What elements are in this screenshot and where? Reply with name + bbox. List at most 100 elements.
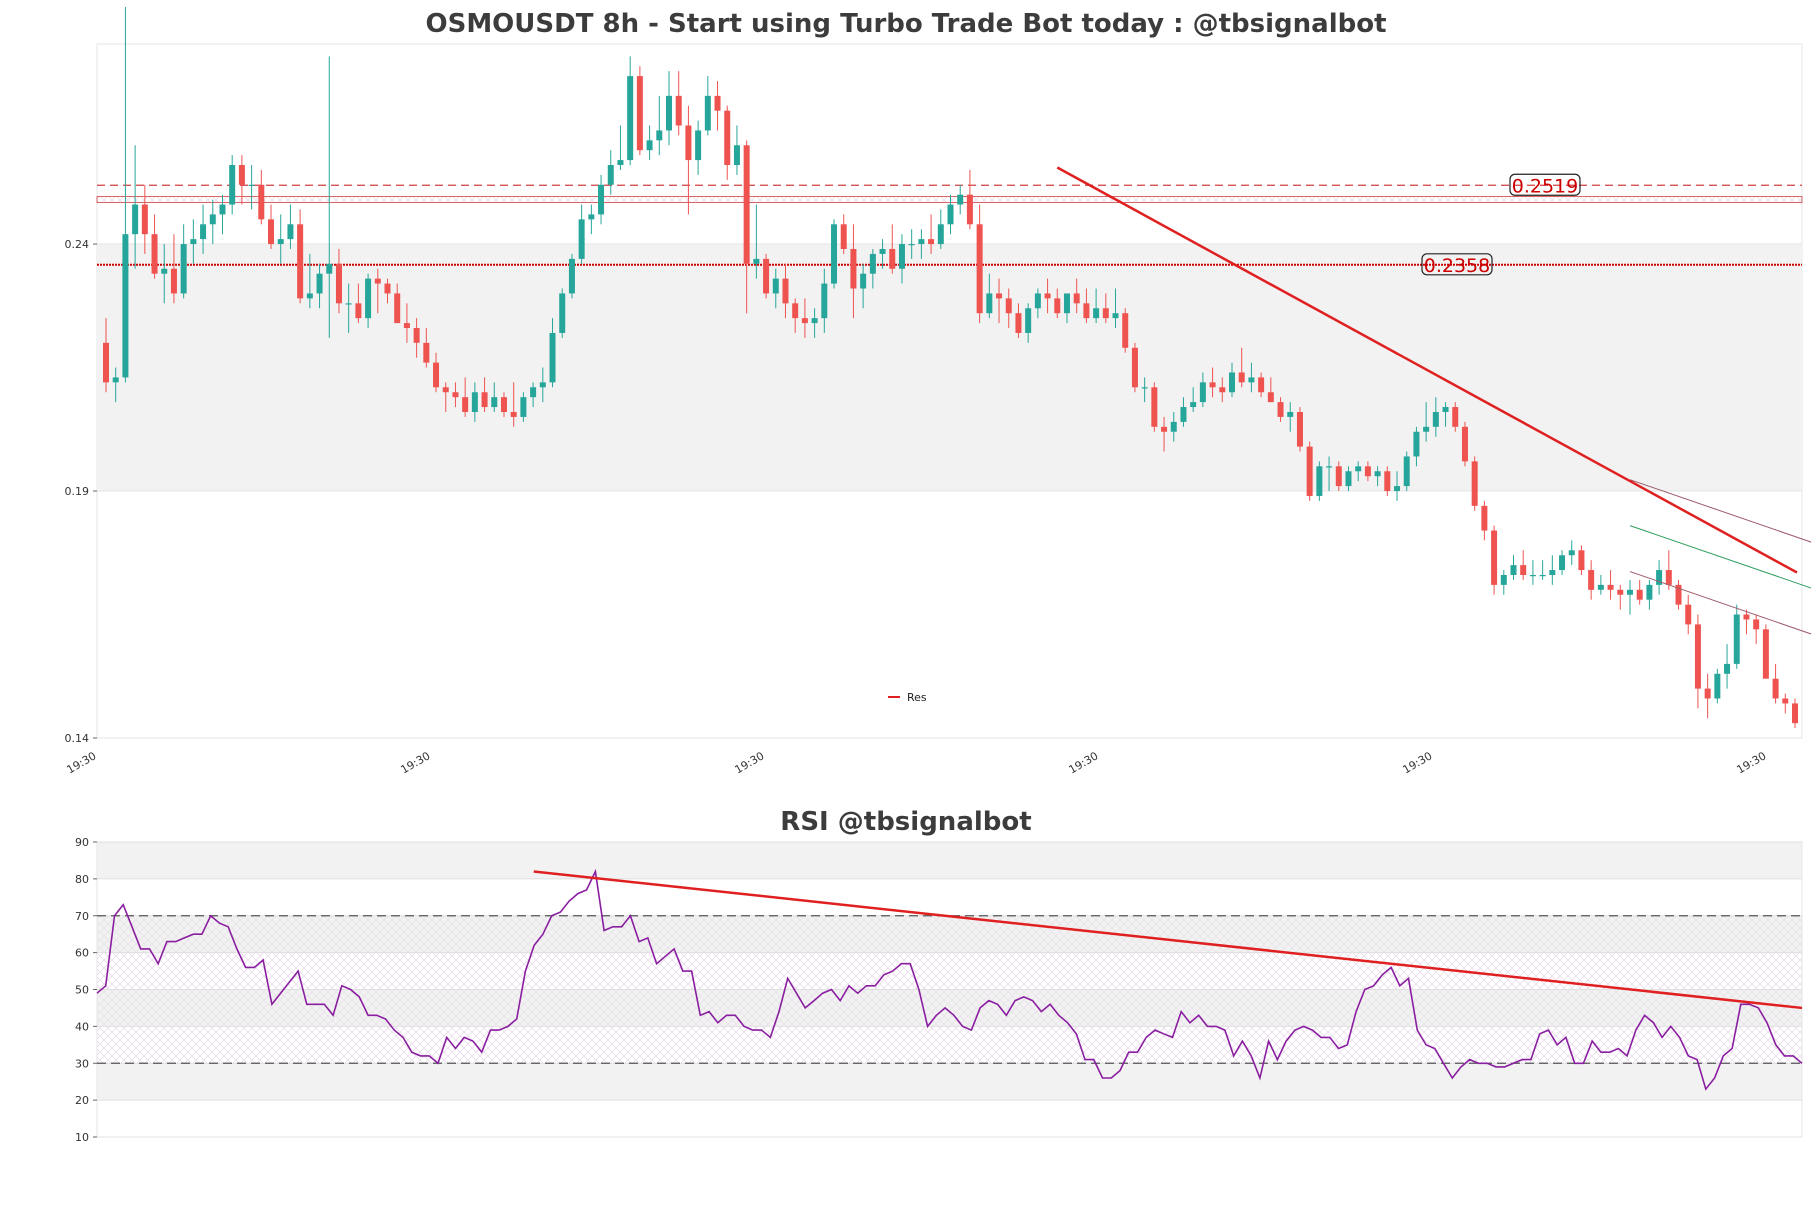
- candle-body: [1442, 407, 1449, 412]
- candle-body: [1054, 298, 1061, 314]
- x-tick-label: 19:30: [1735, 749, 1769, 776]
- candle-body: [666, 95, 672, 131]
- candle-body: [1345, 471, 1352, 487]
- candle-body: [831, 224, 838, 284]
- candle-body: [1384, 471, 1391, 492]
- x-tick-label: 19:30: [65, 749, 99, 776]
- candle-body: [122, 234, 129, 378]
- candle-body: [869, 253, 876, 274]
- candle-body: [588, 214, 595, 220]
- channel-lower-line: [1629, 571, 1811, 635]
- candle-body: [1083, 303, 1090, 319]
- candle-body: [1190, 402, 1197, 408]
- candle-body: [617, 160, 624, 166]
- candle-body: [442, 387, 449, 393]
- rsi-shaded-band: [97, 842, 1802, 879]
- candle-body: [1044, 293, 1051, 299]
- candle-body: [500, 397, 507, 412]
- candle-body: [1161, 426, 1168, 432]
- channel-upper-line: [1629, 479, 1811, 543]
- candle-body: [695, 130, 702, 161]
- candle-body: [879, 248, 886, 254]
- candle-body: [423, 342, 430, 363]
- candle-body: [1423, 426, 1430, 432]
- candle-body: [190, 239, 197, 245]
- rsi-y-tick-label: 70: [75, 910, 89, 923]
- candle-body: [743, 145, 750, 264]
- candle-body: [1326, 466, 1333, 468]
- candle-body: [1792, 703, 1798, 724]
- candle-body: [1131, 347, 1138, 388]
- candle-body: [1374, 471, 1381, 477]
- candle-body: [801, 318, 808, 324]
- candle-body: [151, 234, 158, 274]
- candle-body: [1656, 570, 1663, 585]
- rsi-chart-title: RSI @tbsignalbot: [780, 807, 1031, 837]
- candle-body: [1034, 293, 1041, 309]
- candle-body: [1782, 698, 1789, 704]
- rsi-y-tick-label: 40: [75, 1020, 89, 1033]
- candle-body: [1724, 663, 1731, 674]
- candle-body: [1539, 574, 1546, 577]
- candle-body: [928, 239, 935, 245]
- candle-body: [1209, 382, 1216, 388]
- candle-body: [724, 110, 731, 166]
- candle-body: [860, 273, 867, 289]
- candle-body: [1607, 584, 1614, 590]
- candle-body: [792, 303, 799, 319]
- candle-body: [287, 224, 294, 240]
- candle-body: [1296, 411, 1303, 447]
- candle-body: [1151, 387, 1158, 427]
- candle-body: [656, 130, 663, 141]
- x-tick-label: 19:30: [1401, 749, 1435, 776]
- candle-body: [1733, 614, 1740, 664]
- candle-body: [1112, 313, 1119, 319]
- candle-body: [510, 411, 517, 417]
- candle-body: [520, 397, 527, 417]
- rsi-y-tick-label: 90: [75, 836, 89, 849]
- rsi-y-tick-label: 20: [75, 1094, 89, 1107]
- candle-body: [821, 283, 828, 319]
- main-chart-area: 0.2519 0.2358 0.14 0.19 0.24 19:30 19:30 19:3…: [65, 6, 1811, 776]
- candle-body: [481, 392, 488, 408]
- candle-body: [1287, 411, 1294, 417]
- candle-body: [200, 224, 207, 240]
- candle-body: [1772, 678, 1779, 699]
- candle-body: [1015, 313, 1022, 333]
- candle-body: [539, 382, 546, 388]
- rsi-series-line: [96, 868, 1803, 1091]
- candle-body: [1335, 466, 1342, 487]
- candle-body: [1626, 589, 1633, 595]
- candle-body: [1549, 570, 1556, 575]
- candle-body: [1704, 688, 1711, 699]
- candle-body: [1403, 456, 1410, 487]
- candle-body: [471, 392, 478, 412]
- candle-body: [365, 278, 372, 319]
- candle-body: [161, 268, 168, 274]
- candle-body: [1588, 570, 1595, 590]
- candle-body: [1093, 308, 1100, 319]
- candle-body: [772, 278, 779, 294]
- candle-body: [918, 239, 925, 245]
- candle-body: [112, 377, 119, 383]
- candle-body: [1364, 466, 1371, 477]
- candle-body: [549, 332, 556, 383]
- candle-body: [170, 268, 177, 294]
- resistance-trend-line: [1056, 166, 1798, 574]
- rsi-chart-area: 10 20 30 40 50 60 70 80 90: [75, 836, 1803, 1144]
- candle-body: [1394, 486, 1401, 492]
- candle-body: [559, 293, 566, 333]
- x-tick-label: 19:30: [1067, 749, 1101, 776]
- candle-body: [306, 293, 313, 299]
- candle-body: [209, 214, 216, 225]
- candle-body: [937, 224, 944, 245]
- candle-body: [1520, 565, 1527, 575]
- candle-body: [1529, 574, 1536, 577]
- candle-body: [947, 204, 954, 225]
- candle-body: [1306, 446, 1313, 496]
- candle-body: [1025, 308, 1032, 333]
- candle-body: [394, 293, 401, 324]
- rsi-shaded-band: [97, 989, 1802, 1027]
- candle-body: [636, 76, 643, 151]
